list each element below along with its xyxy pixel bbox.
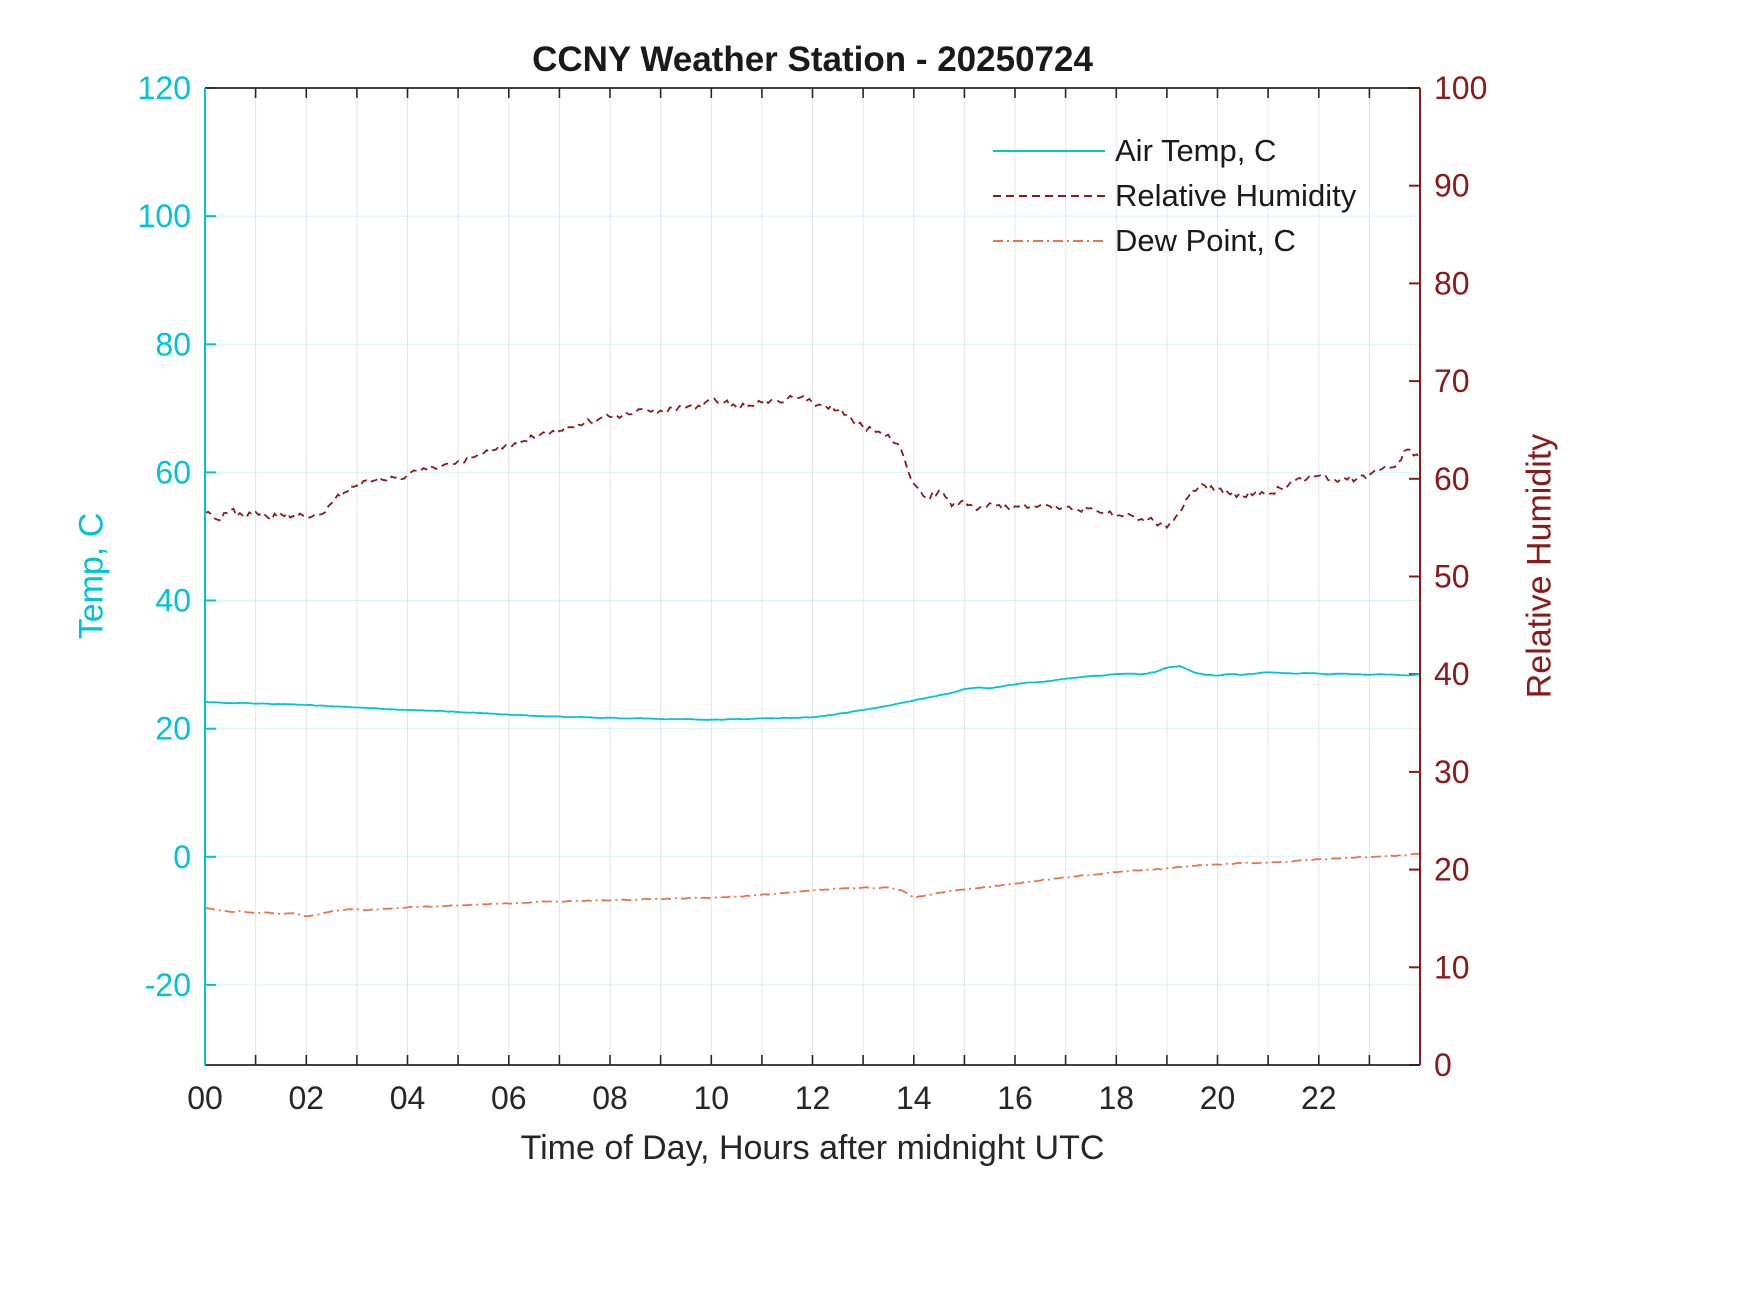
svg-text:-20: -20 <box>145 967 191 1003</box>
svg-text:70: 70 <box>1434 363 1470 399</box>
left-y-axis-label: Temp, C <box>72 512 111 640</box>
svg-text:100: 100 <box>138 198 191 234</box>
series-line-dew-point-c <box>204 852 1421 918</box>
svg-text:00: 00 <box>187 1080 223 1116</box>
x-axis-label: Time of Day, Hours after midnight UTC <box>520 1129 1105 1167</box>
svg-text:18: 18 <box>1099 1080 1135 1116</box>
svg-text:04: 04 <box>390 1080 426 1116</box>
right-axis-ticks <box>1409 87 1420 1066</box>
svg-text:16: 16 <box>997 1080 1033 1116</box>
svg-text:14: 14 <box>896 1080 932 1116</box>
svg-text:40: 40 <box>1434 656 1470 692</box>
svg-text:60: 60 <box>155 454 191 490</box>
svg-text:02: 02 <box>289 1080 325 1116</box>
svg-text:12: 12 <box>795 1080 831 1116</box>
svg-text:80: 80 <box>1434 265 1470 301</box>
legend-label-relative-humidity: Relative Humidity <box>1115 177 1357 213</box>
svg-text:80: 80 <box>155 326 191 362</box>
legend-item-air-temp: Air Temp, C <box>993 128 1356 173</box>
svg-text:60: 60 <box>1434 461 1470 497</box>
svg-text:10: 10 <box>694 1080 730 1116</box>
legend-line-relative-humidity <box>993 194 1105 197</box>
right-y-axis-label: Relative Humidity <box>1520 433 1559 699</box>
svg-text:06: 06 <box>491 1080 527 1116</box>
svg-text:50: 50 <box>1434 559 1470 595</box>
legend-line-air-temp <box>993 149 1105 152</box>
svg-text:20: 20 <box>1200 1080 1236 1116</box>
svg-text:22: 22 <box>1301 1080 1337 1116</box>
svg-text:100: 100 <box>1434 70 1487 106</box>
legend: Air Temp, C Relative Humidity Dew Point,… <box>993 128 1356 263</box>
legend-item-dew-point: Dew Point, C <box>993 218 1356 263</box>
svg-text:0: 0 <box>1434 1047 1452 1083</box>
svg-text:90: 90 <box>1434 168 1470 204</box>
legend-line-dew-point <box>993 239 1105 242</box>
svg-text:10: 10 <box>1434 949 1470 985</box>
left-axis-ticks <box>205 87 216 986</box>
chart-title: CCNY Weather Station - 20250724 <box>532 40 1093 79</box>
series-line-air-temp-c <box>204 664 1421 721</box>
x-axis-tick-labels: 00 02 04 06 08 10 12 14 16 18 20 22 <box>187 1080 1336 1116</box>
legend-item-relative-humidity: Relative Humidity <box>993 173 1356 218</box>
svg-text:40: 40 <box>155 583 191 619</box>
svg-text:120: 120 <box>138 70 191 106</box>
svg-text:20: 20 <box>155 711 191 747</box>
right-axis-tick-labels: 0 10 20 30 40 50 60 70 80 90 100 <box>1434 70 1487 1083</box>
svg-text:30: 30 <box>1434 754 1470 790</box>
left-axis-tick-labels: -20 0 20 40 60 80 100 120 <box>138 70 191 1003</box>
svg-text:20: 20 <box>1434 852 1470 888</box>
svg-text:0: 0 <box>173 839 191 875</box>
legend-label-dew-point: Dew Point, C <box>1115 222 1296 258</box>
legend-label-air-temp: Air Temp, C <box>1115 132 1277 168</box>
plot-box <box>204 87 1421 1066</box>
svg-text:08: 08 <box>592 1080 628 1116</box>
